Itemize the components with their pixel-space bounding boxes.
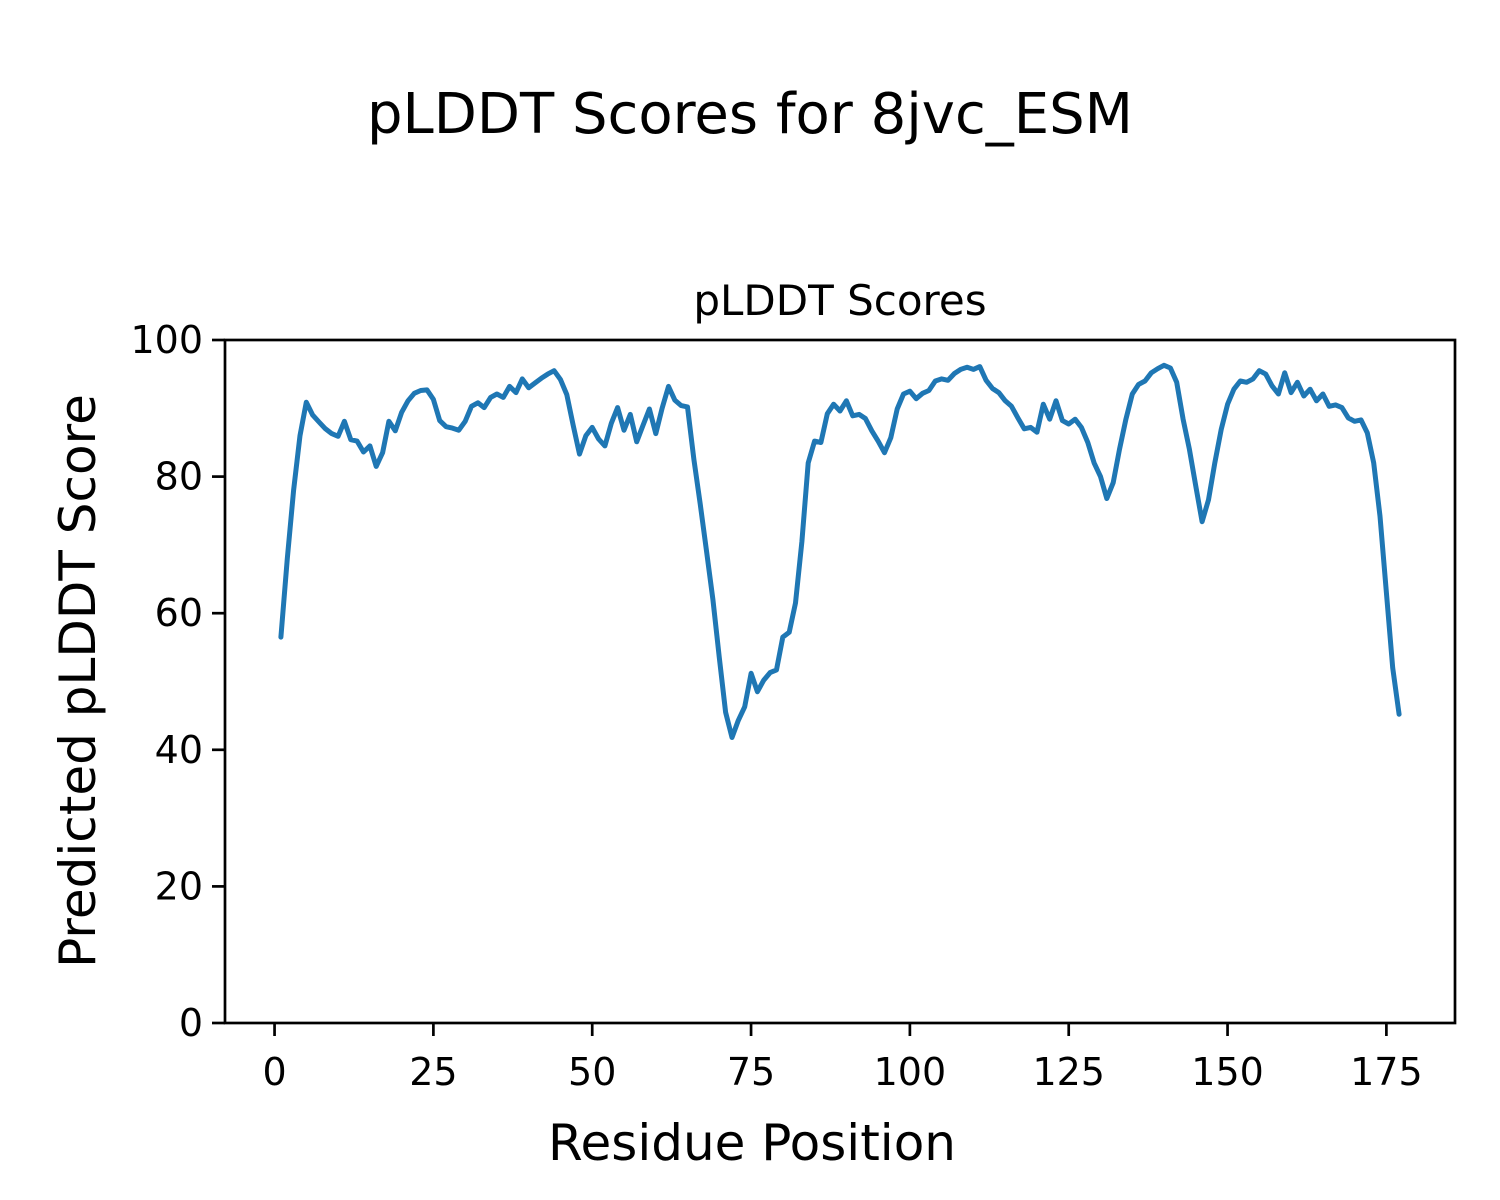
x-tick-label: 50 <box>568 1050 616 1094</box>
y-tick-label: 100 <box>130 318 203 362</box>
x-tick-label: 75 <box>727 1050 775 1094</box>
y-axis-label: Predicted pLDDT Score <box>49 394 107 968</box>
figure-suptitle: pLDDT Scores for 8jvc_ESM <box>367 82 1133 147</box>
x-tick-label: 100 <box>874 1050 947 1094</box>
x-tick-label: 175 <box>1350 1050 1423 1094</box>
x-axis-ticks: 0 25 50 75 100 125 150 175 <box>262 1023 1423 1094</box>
x-tick-label: 25 <box>409 1050 457 1094</box>
y-tick-label: 60 <box>155 591 203 635</box>
axes-title: pLDDT Scores <box>693 276 986 325</box>
x-tick-label: 125 <box>1032 1050 1105 1094</box>
y-tick-label: 40 <box>155 728 203 772</box>
x-axis-label: Residue Position <box>548 1114 956 1172</box>
y-axis-ticks: 0 20 40 60 80 100 <box>130 318 225 1045</box>
x-tick-label: 150 <box>1191 1050 1264 1094</box>
series-group <box>278 362 1402 740</box>
plddt-score-line <box>278 362 1402 740</box>
y-tick-label: 80 <box>155 455 203 499</box>
y-tick-label: 20 <box>155 864 203 908</box>
plot-spines <box>223 338 1457 1025</box>
x-tick-label: 0 <box>262 1050 286 1094</box>
y-tick-label: 0 <box>179 1001 203 1045</box>
